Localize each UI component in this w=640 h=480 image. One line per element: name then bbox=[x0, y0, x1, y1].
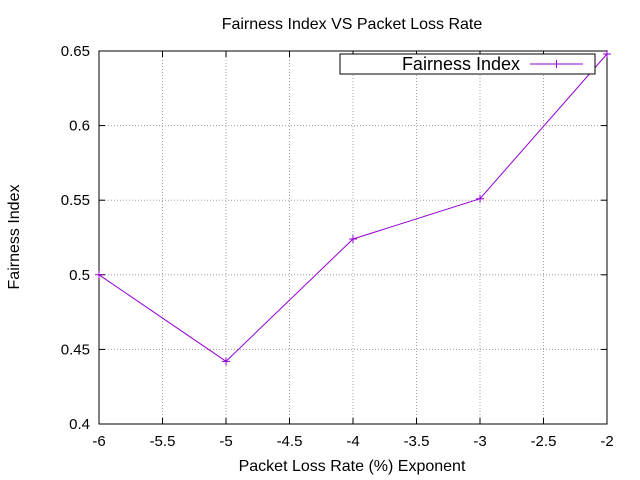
y-axis-label: Fairness Index bbox=[6, 185, 23, 290]
data-point-marker bbox=[476, 194, 484, 203]
x-tick-label: -4.5 bbox=[277, 433, 303, 450]
chart-title: Fairness Index VS Packet Loss Rate bbox=[222, 16, 483, 33]
data-point-marker bbox=[349, 234, 357, 243]
y-tick-label: 0.45 bbox=[61, 341, 90, 358]
y-tick-label: 0.55 bbox=[61, 192, 90, 209]
x-tick-label: -5.5 bbox=[150, 433, 176, 450]
x-tick-label: -2.5 bbox=[531, 433, 557, 450]
legend-marker bbox=[552, 60, 561, 68]
x-tick-label: -6 bbox=[92, 433, 105, 450]
y-tick-label: 0.4 bbox=[69, 416, 90, 433]
data-point-marker bbox=[95, 270, 103, 279]
x-tick-label: -5 bbox=[219, 433, 232, 450]
x-tick-label: -3.5 bbox=[404, 433, 430, 450]
legend-box bbox=[339, 53, 596, 75]
data-point-marker bbox=[603, 49, 611, 58]
x-tick-label: -3 bbox=[473, 433, 486, 450]
axis-ticks: -6 -5.5 -5 -4.5 -4 -3.5 -3 -2.5 -2 0.4 0.45 0.5 0.55… bbox=[61, 43, 614, 450]
series-group bbox=[95, 49, 611, 366]
legend-label: Fairness Index bbox=[402, 54, 520, 74]
legend: Fairness Index bbox=[339, 53, 596, 75]
x-tick-label: -4 bbox=[346, 433, 359, 450]
data-point-marker bbox=[222, 357, 230, 366]
y-tick-label: 0.6 bbox=[69, 118, 90, 135]
y-tick-label: 0.5 bbox=[69, 267, 90, 284]
x-axis-label: Packet Loss Rate (%) Exponent bbox=[239, 458, 466, 475]
x-tick-label: -2 bbox=[600, 433, 613, 450]
y-tick-label: 0.65 bbox=[61, 43, 90, 60]
